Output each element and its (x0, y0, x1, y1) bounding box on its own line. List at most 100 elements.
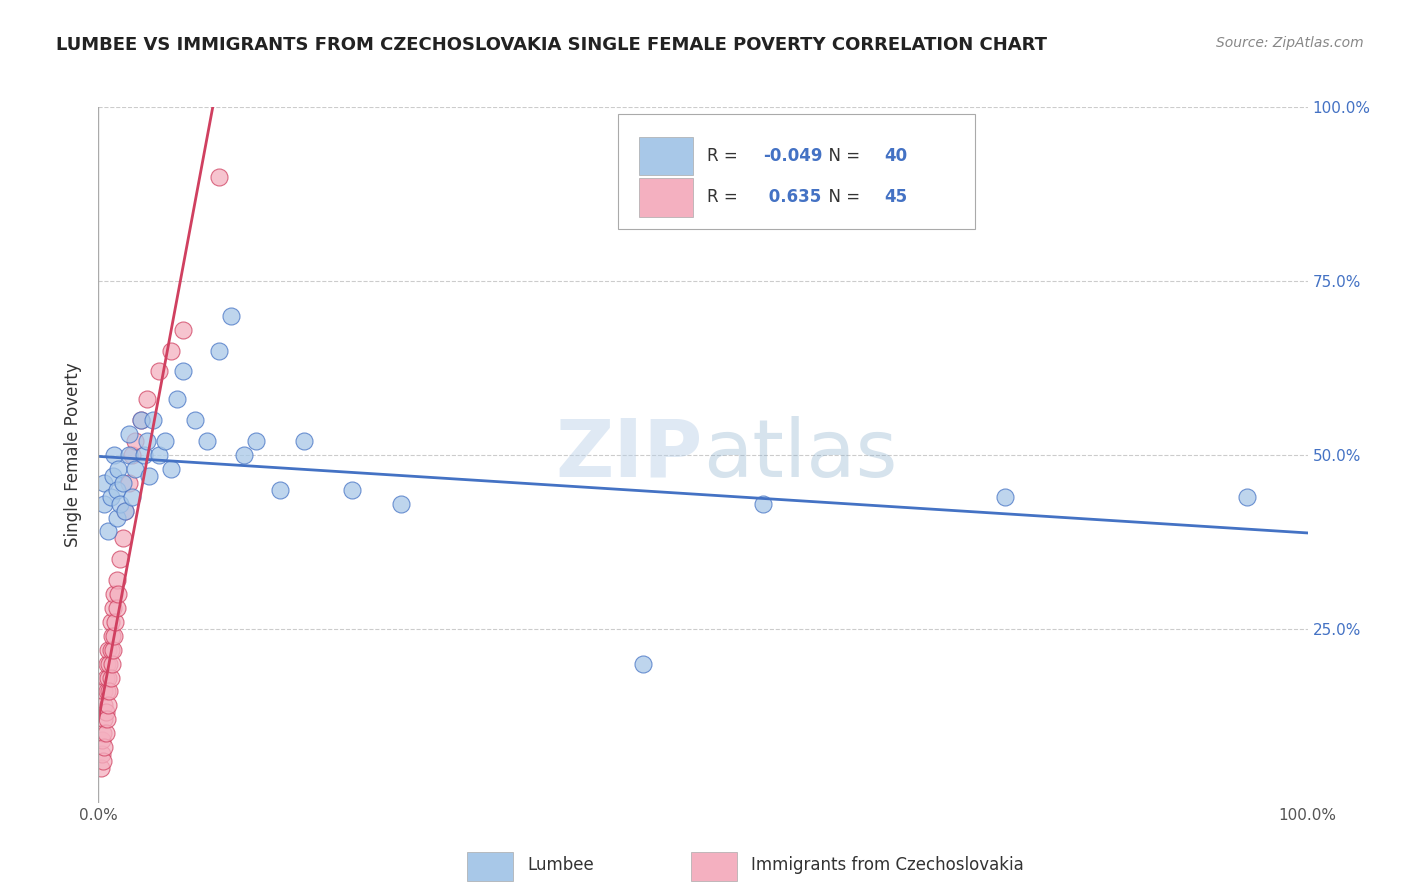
Point (172, 323, 194, 337)
Point (269, 483, 291, 497)
Text: -0.049: -0.049 (763, 147, 823, 165)
Point (91, 754, 114, 768)
Point (93, 497, 115, 511)
Text: ZIP: ZIP (555, 416, 703, 494)
Point (93, 475, 115, 490)
Point (118, 475, 141, 490)
Point (105, 573, 128, 587)
Y-axis label: Single Female Poverty: Single Female Poverty (65, 363, 83, 547)
Point (129, 413, 152, 427)
Point (221, 309, 243, 323)
Text: Source: ZipAtlas.com: Source: ZipAtlas.com (1216, 36, 1364, 50)
Text: 0.635: 0.635 (763, 188, 821, 206)
Point (114, 503, 136, 517)
Point (93, 740, 115, 755)
Point (94, 706, 117, 720)
Point (107, 587, 129, 601)
Point (91, 747, 114, 761)
Text: 40: 40 (884, 147, 907, 165)
Point (105, 483, 128, 497)
Point (103, 448, 125, 462)
Point (100, 671, 122, 685)
Point (111, 532, 134, 546)
Text: N =: N = (818, 147, 865, 165)
Point (160, 462, 183, 476)
Text: LUMBEE VS IMMIGRANTS FROM CZECHOSLOVAKIA SINGLE FEMALE POVERTY CORRELATION CHART: LUMBEE VS IMMIGRANTS FROM CZECHOSLOVAKIA… (56, 36, 1047, 54)
Bar (690, 852, 737, 880)
Point (135, 434, 157, 448)
Point (135, 392, 157, 407)
Point (96, 684, 118, 698)
Point (111, 475, 134, 490)
Point (208, 169, 231, 184)
Point (96, 712, 118, 726)
Point (994, 490, 1017, 504)
Point (166, 392, 188, 407)
Point (138, 468, 160, 483)
FancyBboxPatch shape (619, 114, 976, 229)
Point (97, 642, 120, 657)
Point (97, 524, 120, 539)
Point (292, 434, 315, 448)
Point (93, 698, 115, 713)
Point (98, 657, 121, 671)
Point (108, 552, 131, 566)
Point (129, 413, 152, 427)
Point (1236, 490, 1258, 504)
Point (94, 671, 117, 685)
Point (631, 657, 654, 671)
Point (90, 761, 112, 775)
Point (104, 615, 127, 629)
Text: atlas: atlas (703, 416, 897, 494)
Text: R =: R = (707, 188, 742, 206)
Point (97, 698, 120, 713)
Point (108, 497, 131, 511)
Point (153, 434, 176, 448)
Point (93, 684, 115, 698)
Point (142, 413, 165, 427)
Point (148, 364, 170, 378)
Point (93, 712, 115, 726)
Point (118, 427, 141, 442)
Point (98, 684, 121, 698)
Point (101, 642, 124, 657)
Point (121, 448, 143, 462)
Point (100, 629, 122, 643)
Point (752, 497, 775, 511)
Point (342, 483, 364, 497)
Bar (638, 178, 693, 217)
Point (245, 434, 267, 448)
Point (94, 726, 117, 740)
Point (208, 343, 231, 358)
Point (101, 601, 124, 615)
Point (91, 726, 114, 740)
Text: Immigrants from Czechoslovakia: Immigrants from Czechoslovakia (751, 856, 1024, 874)
Bar (638, 136, 693, 175)
Bar (467, 852, 513, 880)
Point (100, 615, 122, 629)
Point (184, 413, 207, 427)
Text: Lumbee: Lumbee (527, 856, 595, 874)
Point (148, 448, 170, 462)
Point (91, 733, 114, 747)
Text: R =: R = (707, 147, 742, 165)
Point (134, 448, 156, 462)
Point (100, 657, 122, 671)
Point (101, 468, 124, 483)
Text: N =: N = (818, 188, 865, 206)
Point (105, 601, 128, 615)
Point (124, 462, 146, 476)
Point (97, 671, 120, 685)
Point (103, 587, 125, 601)
Point (195, 434, 218, 448)
Point (100, 642, 122, 657)
Point (118, 448, 141, 462)
Text: 45: 45 (884, 188, 907, 206)
Point (160, 343, 183, 358)
Point (107, 462, 129, 476)
Point (114, 503, 136, 517)
Point (100, 490, 122, 504)
Point (124, 434, 146, 448)
Point (103, 629, 125, 643)
Point (172, 364, 194, 378)
